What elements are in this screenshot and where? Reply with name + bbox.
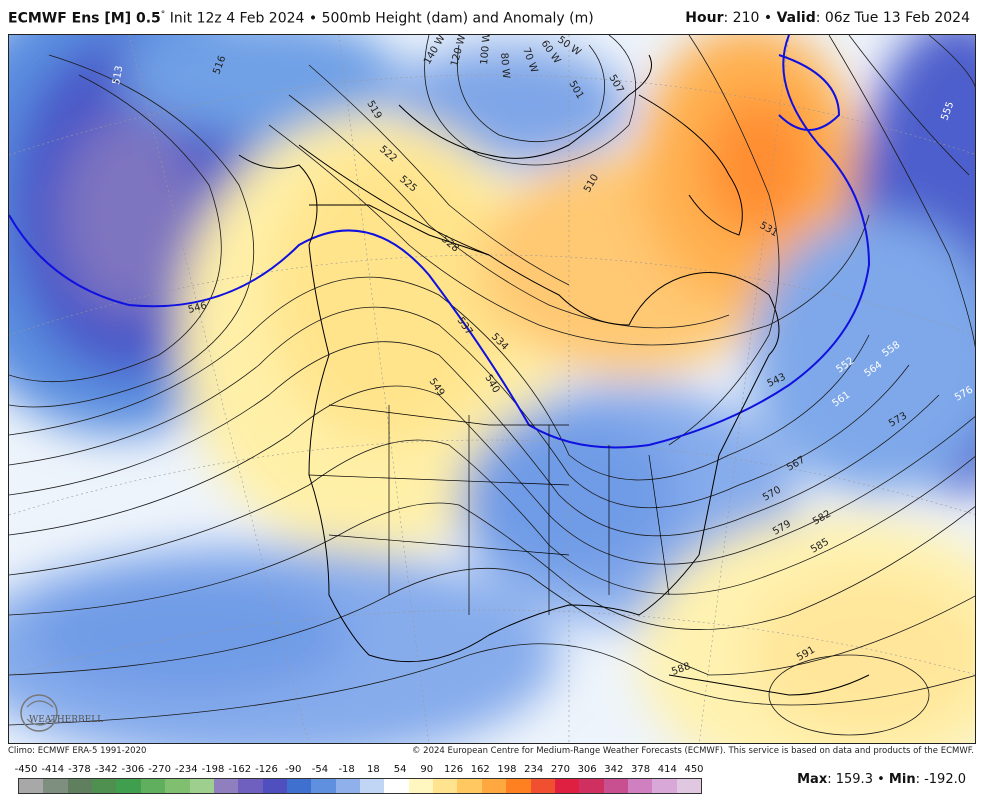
scale-swatch [262,779,287,793]
state-borders [308,404,670,615]
scale-swatch [433,779,458,793]
height-contours [9,35,975,736]
hour-value: : 210 [723,10,760,26]
scale-swatch [213,779,239,793]
title-separator-2: • [763,10,773,26]
contour-label: 513 [111,65,125,86]
valid-value: : 06z Tue 13 Feb 2024 [815,10,970,26]
scale-tick-label: 306 [577,764,597,775]
key-contour-546-closed [778,54,841,131]
scale-tick-label: -306 [121,764,145,775]
scale-swatch [603,779,628,793]
scale-tick-label: -414 [41,764,65,775]
scale-tick-label: 54 [393,764,407,775]
scale-tick-label: 450 [684,764,704,775]
init-time: Init 12z 4 Feb 2024 [169,10,305,27]
scale-tick-label: -198 [201,764,225,775]
min-label: Min [888,772,916,787]
max-label: Max [797,772,828,787]
scale-swatch [335,779,361,793]
scale-tick-label: 270 [550,764,570,775]
scale-tick-label: 342 [604,764,624,775]
hour-label: Hour [685,10,724,26]
climo-credit: Climo: ECMWF ERA-5 1991-2020 [8,746,147,756]
color-scale: -450 -414 -378 -342 -306 -270 -234 -198 -162 -126… [14,764,704,794]
maxmin-separator: • [877,772,885,787]
scale-tick-label: -378 [68,764,91,775]
scale-tick-label: 198 [497,764,517,775]
scale-swatch [238,779,263,793]
header: ECMWF Ens [M] 0.5° Init 12z 4 Feb 2024 •… [0,0,984,34]
scale-swatch [116,779,141,793]
scale-swatch [92,779,117,793]
scale-tick-label: -234 [174,764,198,775]
scale-tick-label: 234 [524,764,544,775]
scale-tick-label: 126 [443,764,464,775]
scale-bar [18,778,702,794]
weatherbell-logo: WEATHERBELL [20,694,103,732]
copyright-credit: © 2024 European Centre for Medium-Range … [411,746,974,756]
scale-tick-label: -126 [255,764,278,775]
field-name: 500mb Height (dam) and Anomaly (m) [321,10,594,27]
scale-swatch [676,779,702,793]
scale-swatch [579,779,604,793]
scale-swatch [530,779,555,793]
map-canvas: 513 516 519 522 525 528 531 534 537 540 … [9,35,975,743]
degree-symbol: ° [160,10,166,20]
scale-swatch [627,779,653,793]
scale-tick-label: -54 [311,764,329,775]
scale-tick-label: 90 [420,764,434,775]
scale-tick-label: -162 [228,764,252,775]
scale-swatch [140,779,166,793]
scale-tick-label: 162 [470,764,490,775]
scale-tick-labels: -450 -414 -378 -342 -306 -270 -234 -198 -162 -126… [14,764,704,778]
contour-label: 546 [187,300,208,316]
scale-tick-label: -450 [14,764,38,775]
scale-tick-label: 414 [657,764,677,775]
graticule [9,35,975,743]
min-value: : -192.0 [915,772,966,787]
scale-swatch [360,779,385,793]
scale-swatch [19,779,44,793]
max-value: : 159.3 [827,772,873,787]
map-panel[interactable]: 513 516 519 522 525 528 531 534 537 540 … [8,34,976,744]
scale-swatch [506,779,531,793]
title-separator: • [308,10,318,27]
scale-swatch [652,779,677,793]
jet-label: 80 W [498,52,511,79]
scale-tick-label: -90 [285,764,302,775]
key-contour-546 [9,35,871,449]
scale-swatch [481,779,507,793]
scale-swatch [67,779,93,793]
max-min-readout: Max: 159.3 • Min: -192.0 [797,772,966,787]
scale-swatch [286,779,312,793]
scale-swatch [311,779,336,793]
scale-swatch [457,779,482,793]
scale-tick-label: -342 [94,764,118,775]
scale-swatch [554,779,580,793]
scale-tick-label: 18 [366,764,380,775]
valid-label: Valid [776,10,816,26]
valid-time: Hour: 210 • Valid: 06z Tue 13 Feb 2024 [685,10,970,26]
jet-label: 100 W [479,35,493,65]
coastlines [238,54,870,696]
scale-tick-label: -270 [148,764,171,775]
scale-swatch [408,779,434,793]
model-name: ECMWF Ens [M] 0.5 [8,10,161,27]
scale-swatch [43,779,68,793]
logo-text: WEATHERBELL [29,715,103,725]
scale-swatch [384,779,409,793]
scale-tick-label: -18 [338,764,355,775]
map-title: ECMWF Ens [M] 0.5° Init 12z 4 Feb 2024 •… [8,10,594,27]
scale-tick-label: 378 [631,764,651,775]
scale-swatch [189,779,214,793]
scale-swatch [165,779,190,793]
